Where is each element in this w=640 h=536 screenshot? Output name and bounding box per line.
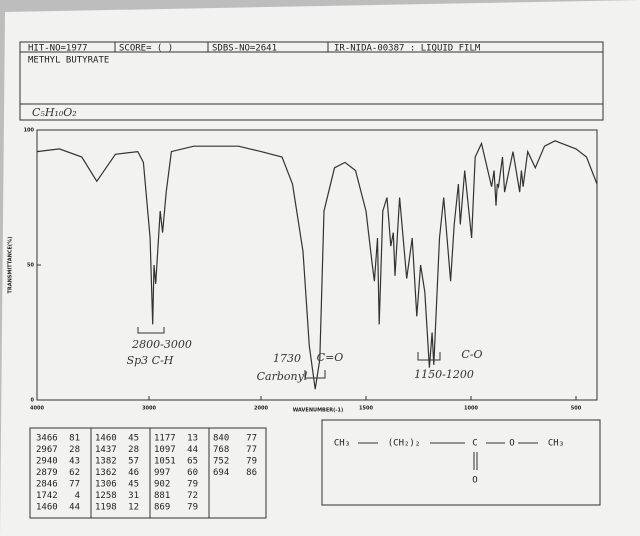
peak-wavenumber: 869 [154, 503, 170, 513]
peak-wavenumber: 1362 [95, 468, 117, 478]
x-tick-label: 3000 [142, 406, 156, 412]
peak-intensity: 57 [128, 457, 139, 467]
peak-wavenumber: 2940 [36, 457, 58, 467]
peak-intensity: 45 [128, 480, 139, 490]
peak-intensity: 65 [187, 457, 198, 467]
peak-wavenumber: 1097 [154, 445, 176, 455]
annotation: Carbonyl [257, 370, 308, 383]
peak-wavenumber: 2967 [36, 445, 58, 455]
peak-intensity: 60 [187, 468, 198, 478]
structure-part: O [509, 439, 514, 449]
peak-intensity: 4 [75, 491, 80, 501]
structure-part: CH₃ [548, 439, 564, 449]
header-box [19, 41, 604, 121]
x-tick-label: 1000 [464, 406, 478, 412]
peak-intensity: 77 [246, 434, 257, 444]
peak-intensity: 79 [187, 503, 198, 513]
peak-intensity: 72 [187, 491, 198, 501]
structure-part: (CH₂)₂ [388, 439, 421, 449]
structure-part: CH₃ [334, 439, 350, 449]
y-axis-label: TRANSMITTANCE(%) [8, 236, 14, 293]
structure-box [321, 419, 601, 506]
peak-intensity: 31 [128, 491, 139, 501]
peak-wavenumber: 1460 [36, 503, 58, 513]
peak-wavenumber: 1177 [154, 434, 176, 444]
x-tick-label: 500 [571, 406, 582, 412]
peak-wavenumber: 3466 [36, 434, 58, 444]
annotation: C-O [461, 348, 482, 361]
peak-intensity: 79 [246, 457, 257, 467]
peak-wavenumber: 2879 [36, 468, 58, 478]
peak-intensity: 44 [69, 503, 80, 513]
peak-intensity: 28 [69, 445, 80, 455]
spectrum-line [36, 140, 598, 390]
peak-wavenumber: 1742 [36, 491, 58, 501]
peak-wavenumber: 840 [213, 434, 229, 444]
annotation: C=O [317, 351, 344, 364]
peak-wavenumber: 881 [154, 491, 170, 501]
annotation: 1730 [273, 352, 301, 365]
peak-intensity: 13 [187, 434, 198, 444]
peak-intensity: 86 [246, 468, 257, 478]
source: IR-NIDA-00387 : LIQUID FILM [334, 44, 481, 54]
peak-wavenumber: 752 [213, 457, 229, 467]
hit-no: HIT-NO=1977 [28, 44, 88, 54]
x-tick-label: 2000 [254, 406, 268, 412]
peak-wavenumber: 1306 [95, 480, 117, 490]
structure: CH₃ (CH₂)₂ C O CH₃ O [334, 439, 564, 486]
x-tick-label: 4000 [30, 406, 44, 412]
peak-table-box [29, 427, 267, 519]
sdbs-no: SDBS-NO=2641 [212, 44, 277, 54]
peak-intensity: 12 [128, 503, 139, 513]
peak-intensity: 46 [128, 468, 139, 478]
peak-wavenumber: 694 [213, 468, 229, 478]
peak-wavenumber: 1460 [95, 434, 117, 444]
y-tick-label: 100 [24, 128, 35, 134]
peak-intensity: 77 [69, 480, 80, 490]
bracket [137, 327, 165, 334]
peak-wavenumber: 1382 [95, 457, 117, 467]
peak-intensity: 45 [128, 434, 139, 444]
structure-part: C [472, 439, 477, 449]
peak-intensity: 44 [187, 445, 198, 455]
peak-intensity: 77 [246, 445, 257, 455]
peak-wavenumber: 1258 [95, 491, 117, 501]
peak-wavenumber: 1051 [154, 457, 176, 467]
peak-intensity: 62 [69, 468, 80, 478]
carbonyl-oxygen: O [472, 476, 477, 486]
annotation: Sp3 C-H [127, 354, 174, 367]
peak-intensity: 43 [69, 457, 80, 467]
annotations: 2800-3000 Sp3 C-H 1730 Carbonyl C=O C-O 1150-1… [127, 338, 483, 383]
peak-intensity: 28 [128, 445, 139, 455]
annotation: 1150-1200 [414, 368, 474, 381]
bracket [304, 370, 326, 379]
peak-intensity: 79 [187, 480, 198, 490]
peak-wavenumber: 997 [154, 468, 170, 478]
peak-wavenumber: 2846 [36, 480, 58, 490]
annotation: 2800-3000 [131, 338, 192, 351]
compound-name: METHYL BUTYRATE [28, 56, 109, 66]
x-tick-label: 1500 [359, 406, 373, 412]
peak-wavenumber: 1198 [95, 503, 117, 513]
formula: C₅H₁₀O₂ [32, 106, 77, 119]
y-tick-label: 0 [31, 398, 35, 404]
y-tick-label: 50 [27, 263, 34, 269]
score: SCORE= ( ) [119, 44, 173, 54]
peak-wavenumber: 1437 [95, 445, 117, 455]
peak-wavenumber: 902 [154, 480, 170, 490]
peak-wavenumber: 768 [213, 445, 229, 455]
x-axis-label: WAVENUMBER(-1) [293, 408, 344, 414]
peak-intensity: 81 [69, 434, 80, 444]
